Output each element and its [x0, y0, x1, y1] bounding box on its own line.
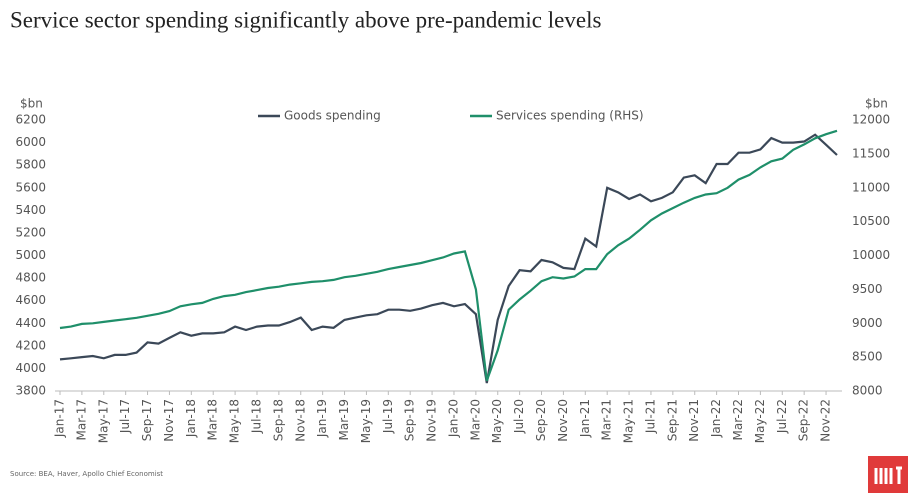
y-tick-label: 3800	[15, 384, 46, 398]
y2-axis-label: $bn	[865, 97, 888, 111]
x-tick-label: Sep-21	[665, 399, 679, 441]
x-tick-label: Sep-17	[140, 399, 154, 441]
x-tick-label: May-22	[753, 399, 767, 443]
y-tick-label: 5600	[15, 180, 46, 194]
y2-tick-label: 8500	[852, 350, 883, 364]
chart-title: Service sector spending significantly ab…	[10, 7, 601, 32]
y-tick-label: 4400	[15, 316, 46, 330]
x-tick-label: May-20	[490, 399, 504, 443]
legend-label: Goods spending	[284, 109, 381, 123]
y2-tick-label: 10500	[852, 214, 890, 228]
y-tick-label: 6000	[15, 135, 46, 149]
x-tick-label: Mar-18	[206, 399, 220, 440]
logo	[868, 456, 908, 493]
x-tick-label: Jul-17	[118, 399, 132, 434]
y-axis-label: $bn	[20, 97, 43, 111]
x-tick-label: Mar-19	[337, 399, 351, 440]
x-tick-label: Jan-22	[709, 399, 723, 438]
series-line	[59, 129, 838, 382]
y2-tick-label: 10000	[852, 248, 890, 262]
y-tick-label: 4800	[15, 271, 46, 285]
y-tick-label: 4200	[15, 338, 46, 352]
x-tick-label: Sep-19	[403, 399, 417, 441]
x-tick-label: Jan-19	[315, 399, 329, 438]
y-tick-label: 4600	[15, 293, 46, 307]
y2-tick-label: 8000	[852, 384, 883, 398]
x-tick-label: Jul-18	[249, 399, 263, 434]
x-tick-label: Jan-21	[578, 399, 592, 438]
x-tick-label: Jul-20	[512, 399, 526, 434]
series-line	[59, 133, 838, 384]
x-tick-label: May-21	[622, 399, 636, 443]
x-tick-label: May-19	[359, 399, 373, 443]
y-tick-label: 5400	[15, 203, 46, 217]
x-tick-label: Jul-21	[643, 399, 657, 434]
x-tick-label: Mar-22	[731, 399, 745, 440]
x-tick-label: Sep-22	[797, 399, 811, 441]
x-tick-label: Jan-18	[184, 399, 198, 438]
y2-tick-label: 9500	[852, 282, 883, 296]
x-tick-label: Nov-20	[556, 399, 570, 442]
y-tick-label: 5000	[15, 248, 46, 262]
x-tick-label: Nov-17	[162, 399, 176, 442]
y2-tick-label: 11500	[852, 146, 890, 160]
x-tick-label: Jul-22	[775, 399, 789, 434]
y-tick-label: 4000	[15, 361, 46, 375]
x-tick-label: Nov-19	[425, 399, 439, 442]
y-tick-label: 5800	[15, 158, 46, 172]
x-tick-label: Sep-20	[534, 399, 548, 441]
y-tick-label: 6200	[15, 113, 46, 127]
y-tick-label: 5200	[15, 225, 46, 239]
y2-tick-label: 12000	[852, 113, 890, 127]
x-tick-label: Mar-21	[600, 399, 614, 440]
x-tick-label: Jan-20	[446, 399, 460, 438]
x-tick-label: Mar-17	[74, 399, 88, 440]
y2-tick-label: 11000	[852, 180, 890, 194]
x-tick-label: May-17	[96, 399, 110, 443]
x-tick-label: Jan-17	[53, 399, 67, 438]
x-tick-label: Nov-18	[293, 399, 307, 442]
x-tick-label: Jul-19	[381, 399, 395, 434]
x-tick-label: May-18	[228, 399, 242, 443]
source: Source: BEA, Haver, Apollo Chief Economi…	[10, 470, 163, 478]
x-tick-label: Mar-20	[468, 399, 482, 440]
y2-tick-label: 9000	[852, 316, 883, 330]
x-tick-label: Sep-18	[271, 399, 285, 441]
x-tick-label: Nov-21	[687, 399, 701, 442]
legend-label: Services spending (RHS)	[496, 109, 644, 123]
x-tick-label: Nov-22	[819, 399, 833, 442]
